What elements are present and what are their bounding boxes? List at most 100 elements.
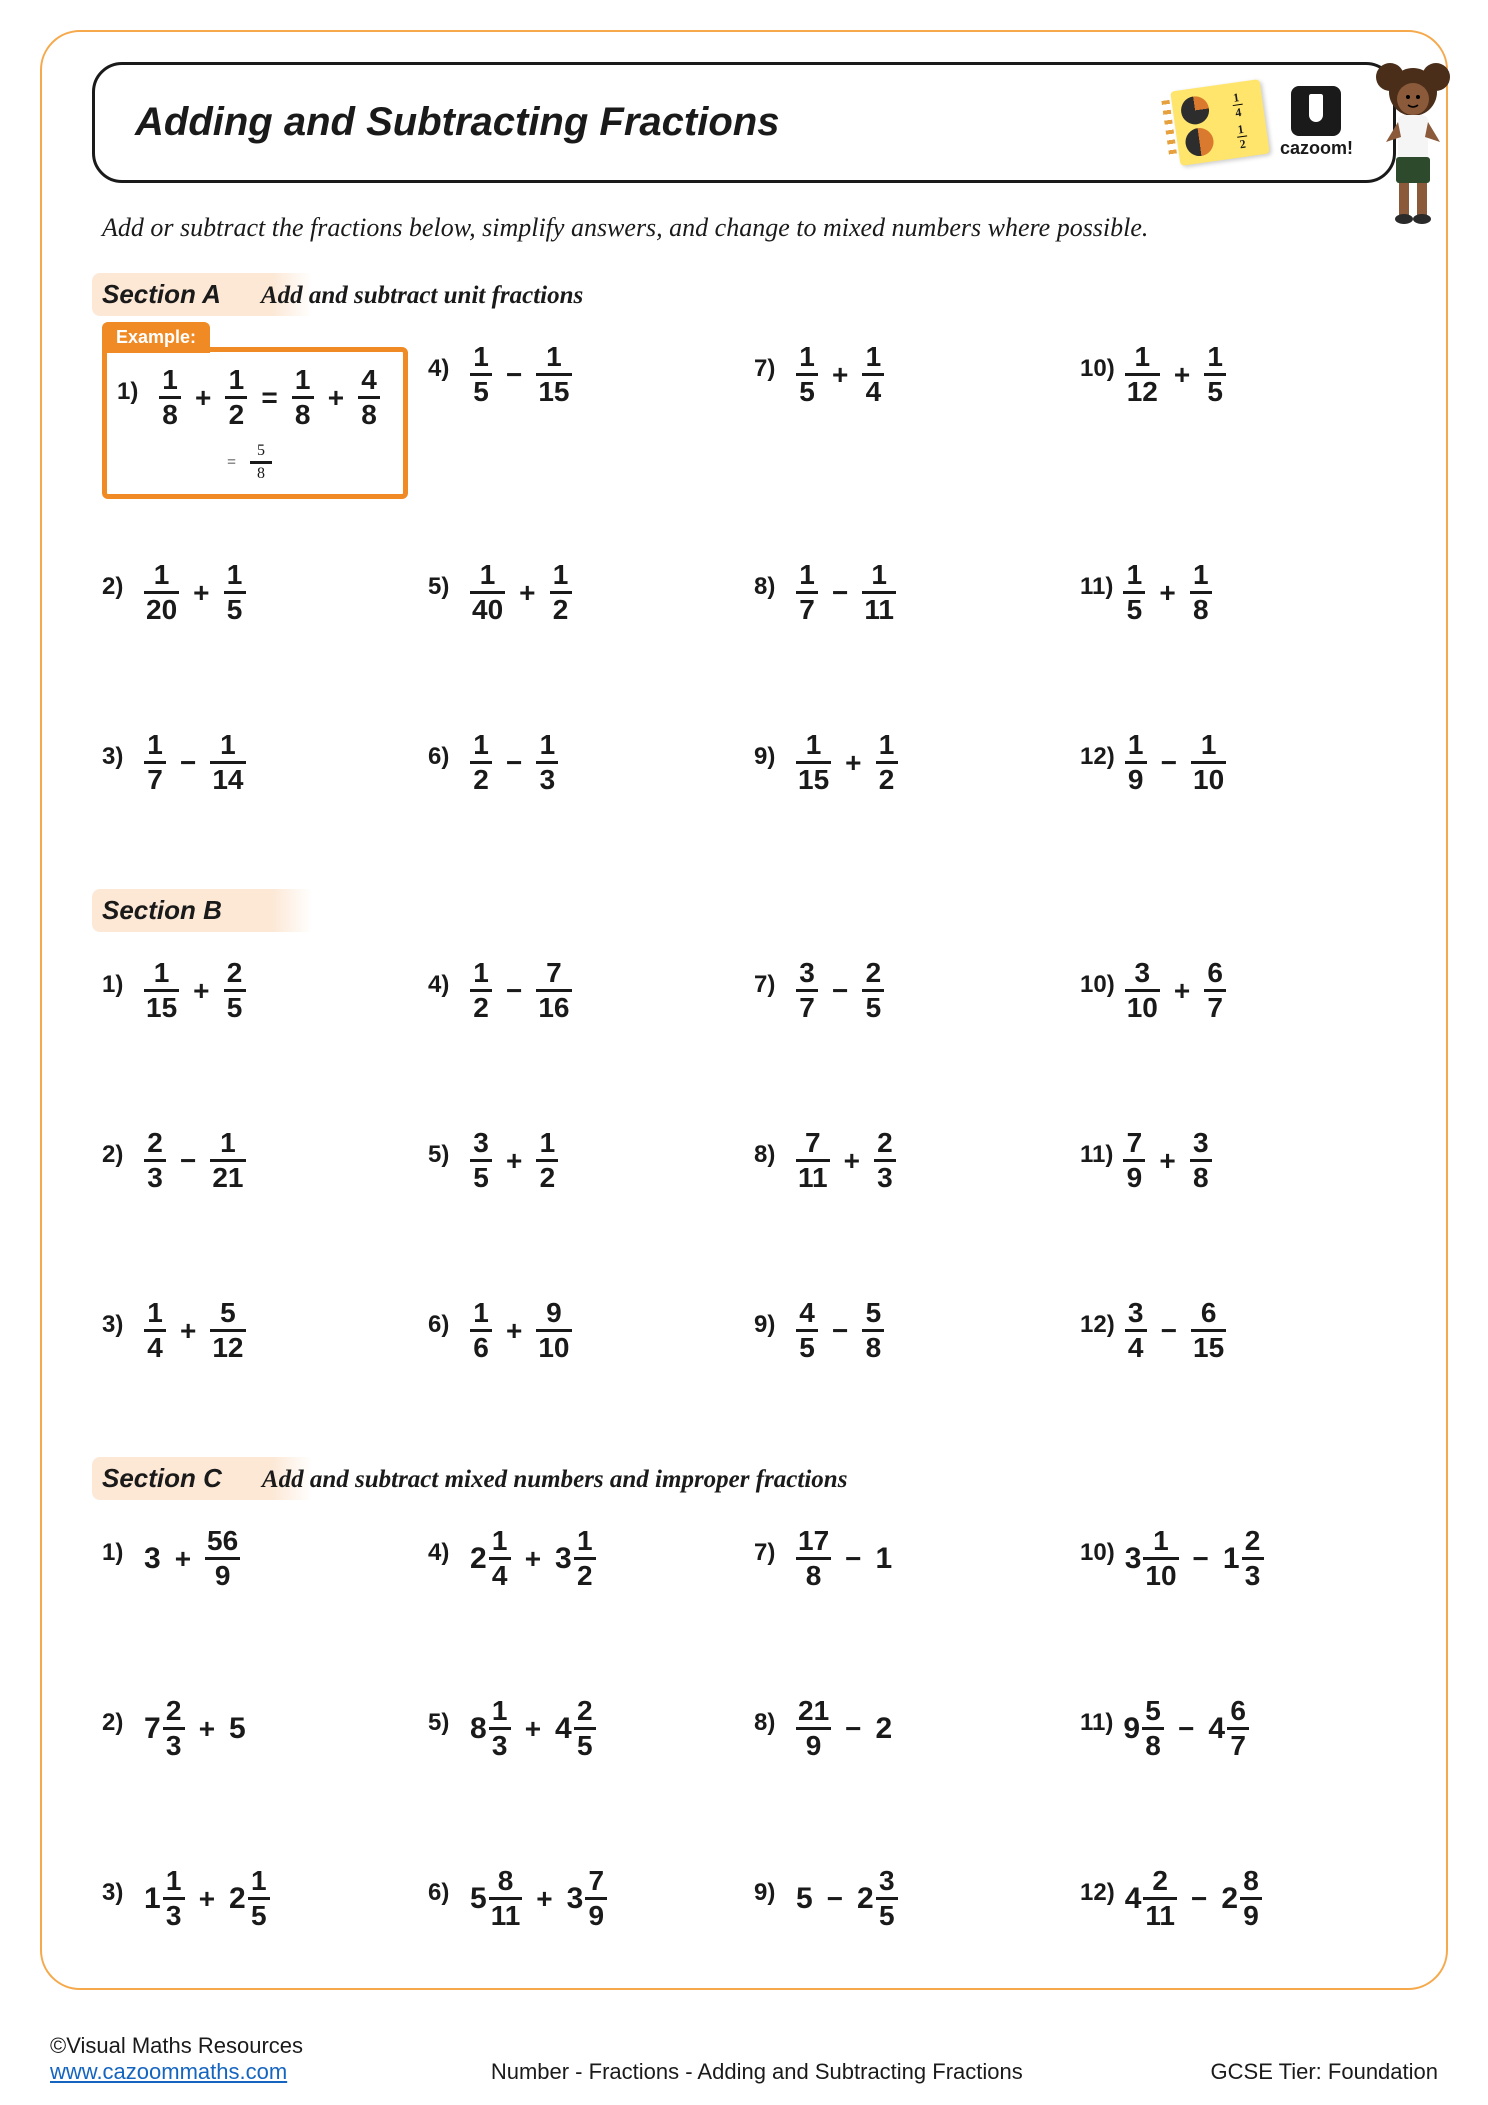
operator: +	[1155, 1145, 1179, 1177]
expression: 140 +12	[470, 559, 572, 626]
fraction: 120	[144, 559, 179, 626]
footer-url[interactable]: www.cazoommaths.com	[50, 2059, 303, 2085]
fraction: 12	[574, 1525, 596, 1592]
operator: −	[1187, 1883, 1211, 1915]
operator: +	[515, 577, 539, 609]
operator: +	[191, 382, 215, 414]
mixed-number: 113	[144, 1865, 185, 1932]
problem-number: 5)	[428, 559, 460, 601]
example-problem: 1) 18+12 = 18+48	[117, 364, 389, 431]
operator: +	[502, 1315, 526, 1347]
expression: 16+910	[470, 1297, 572, 1364]
operator: +	[324, 382, 348, 414]
operator: −	[1189, 1543, 1213, 1575]
operator: +	[532, 1883, 556, 1915]
expression: 12−716	[470, 957, 572, 1024]
problem-number: 7)	[754, 341, 786, 383]
operator: −	[1174, 1713, 1198, 1745]
problem-number: 1)	[102, 957, 134, 999]
problem: 1)3+569	[102, 1525, 408, 1635]
fraction: 14	[144, 1297, 166, 1364]
fraction: 115	[536, 341, 571, 408]
fraction: 12	[536, 1127, 558, 1194]
expression: 17−114	[144, 729, 246, 796]
problem: 7)15+14	[754, 341, 1060, 499]
fraction: 35	[876, 1865, 898, 1932]
fraction: 25	[224, 957, 246, 1024]
problem: 1)115+25	[102, 957, 408, 1067]
fraction: 48	[358, 364, 380, 431]
fraction: 12	[876, 729, 898, 796]
whole-number: 3	[144, 1542, 161, 1576]
whole-number: 1	[876, 1542, 893, 1576]
problem-number: 6)	[428, 1865, 460, 1907]
fraction: 121	[210, 1127, 245, 1194]
fraction: 37	[796, 957, 818, 1024]
problem-number: 2)	[102, 1695, 134, 1737]
expression: 35+12	[470, 1127, 558, 1194]
fraction: 12	[550, 559, 572, 626]
operator: −	[1157, 747, 1181, 779]
problem-number: 10)	[1080, 341, 1115, 383]
expression: 958−467	[1123, 1695, 1249, 1762]
problem: 5)813+425	[428, 1695, 734, 1805]
sticky-note-icon: 14 12	[1170, 79, 1270, 166]
problem-number: 6)	[428, 1297, 460, 1339]
fraction: 716	[536, 957, 571, 1024]
operator: +	[1155, 577, 1179, 609]
fraction: 115	[144, 957, 179, 1024]
fraction: 14	[489, 1525, 511, 1592]
expression: 711+23	[796, 1127, 896, 1194]
operator: −	[502, 747, 526, 779]
fraction: 18	[292, 364, 314, 431]
whole-number: 5	[229, 1712, 246, 1746]
operator: −	[502, 975, 526, 1007]
fraction: 811	[489, 1865, 523, 1932]
operator: +	[195, 1883, 219, 1915]
problem-number: 10)	[1080, 1525, 1115, 1567]
fraction: 12	[470, 957, 492, 1024]
operator: −	[828, 1315, 852, 1347]
fraction: 615	[1191, 1297, 1226, 1364]
operator: −	[502, 359, 526, 391]
fraction: 569	[205, 1525, 240, 1592]
problem: 12)19−110	[1080, 729, 1386, 839]
operator: −	[176, 747, 200, 779]
mixed-number: 467	[1208, 1695, 1249, 1762]
problem: 9)5−235	[754, 1865, 1060, 1975]
problem-number: 8)	[754, 559, 786, 601]
fraction: 15	[470, 341, 492, 408]
problem: 9)115+12	[754, 729, 1060, 839]
section-a-grid: Example: 1) 18+12 = 18+48 =58 4)15−1157)…	[92, 341, 1396, 879]
mixed-number: 5811	[470, 1865, 522, 1932]
mixed-number: 958	[1123, 1695, 1164, 1762]
problem: 5)35+12	[428, 1127, 734, 1237]
example-box: Example: 1) 18+12 = 18+48 =58	[102, 347, 408, 499]
title-decoration: 14 12 cazoom!	[1175, 85, 1353, 160]
problem: 4)214+312	[428, 1525, 734, 1635]
problem: 6)5811+379	[428, 1865, 734, 1975]
fraction: 15	[224, 559, 246, 626]
fraction: 13	[536, 729, 558, 796]
expression: 4211−289	[1125, 1865, 1262, 1932]
expression: 15+18	[1123, 559, 1211, 626]
expression: 23−121	[144, 1127, 246, 1194]
problem: 11)15+18	[1080, 559, 1386, 669]
problem-number: 3)	[102, 1297, 134, 1339]
fraction: 140	[470, 559, 505, 626]
fraction: 114	[210, 729, 245, 796]
expression: 310+67	[1125, 957, 1227, 1024]
problem-number: 7)	[754, 957, 786, 999]
fraction: 178	[796, 1525, 831, 1592]
problem: 7)178−1	[754, 1525, 1060, 1635]
expression: 5811+379	[470, 1865, 607, 1932]
problem-number: 10)	[1080, 957, 1115, 999]
operator: +	[828, 359, 852, 391]
fraction: 310	[1125, 957, 1160, 1024]
page-border: Adding and Subtracting Fractions 14 12 c…	[40, 30, 1448, 1990]
fraction: 219	[796, 1695, 831, 1762]
cazoom-logo: cazoom!	[1280, 86, 1353, 159]
fraction: 18	[1190, 559, 1212, 626]
fraction: 23	[163, 1695, 185, 1762]
section-c-subtitle: Add and subtract mixed numbers and impro…	[262, 1466, 848, 1494]
